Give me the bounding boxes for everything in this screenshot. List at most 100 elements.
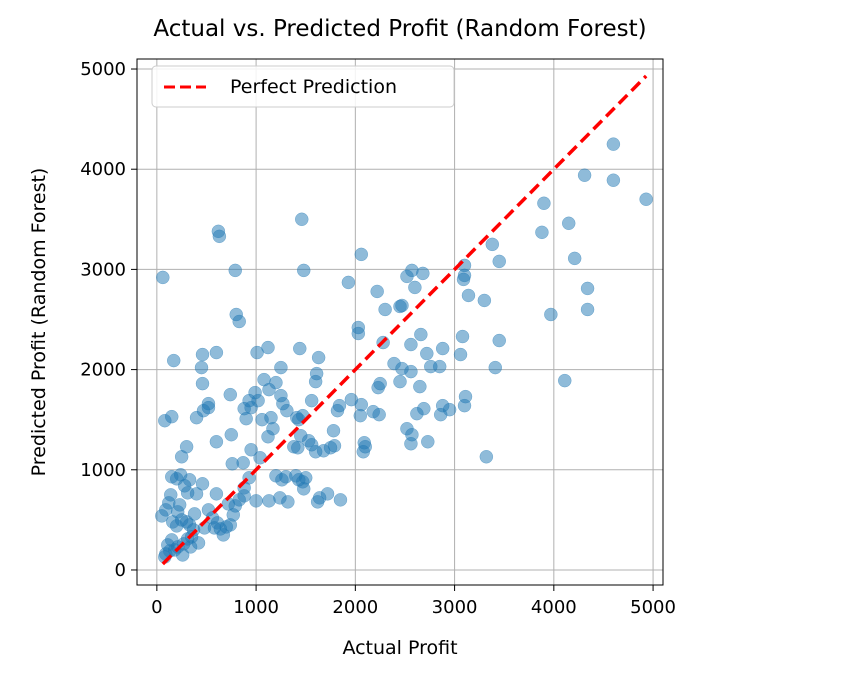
data-point: [310, 495, 325, 509]
data-point: [395, 298, 409, 313]
data-point: [341, 275, 356, 290]
x-tick-label: 4000: [531, 597, 577, 618]
data-point: [209, 434, 224, 449]
data-point: [332, 398, 347, 413]
data-point: [191, 536, 206, 550]
x-axis-label: Actual Profit: [342, 637, 457, 659]
data-points: [155, 137, 653, 564]
data-point: [187, 507, 202, 521]
data-point: [544, 307, 558, 322]
data-point: [358, 439, 373, 454]
data-point: [311, 350, 326, 365]
reference-line-layer: [161, 74, 648, 566]
data-point: [485, 237, 500, 252]
y-tick-label: 0: [115, 560, 126, 581]
y-tick-label: 1000: [80, 460, 126, 481]
data-point: [209, 487, 224, 501]
data-point: [453, 347, 468, 362]
data-point: [561, 216, 576, 231]
data-point: [333, 493, 348, 507]
data-point: [261, 429, 275, 444]
data-point: [223, 387, 238, 402]
data-point: [274, 360, 288, 375]
data-point: [164, 409, 179, 424]
data-point: [156, 270, 170, 285]
data-point: [224, 427, 239, 442]
data-point: [577, 168, 592, 182]
data-point: [207, 521, 222, 535]
data-point: [326, 423, 341, 438]
data-point: [264, 410, 278, 425]
data-point: [417, 401, 431, 416]
data-point: [557, 373, 572, 388]
data-point: [580, 302, 595, 317]
data-point: [155, 509, 169, 523]
data-point: [177, 479, 192, 493]
data-point: [378, 302, 392, 317]
data-point: [457, 398, 472, 413]
data-point: [257, 372, 271, 387]
data-point: [304, 393, 319, 408]
data-point: [291, 440, 305, 455]
data-point: [294, 212, 309, 227]
data-point: [606, 137, 621, 151]
data-point: [492, 254, 506, 269]
data-point: [281, 495, 295, 509]
data-point: [567, 251, 582, 266]
data-point: [479, 450, 494, 464]
chart-title: Actual vs. Predicted Profit (Random Fore…: [153, 16, 646, 42]
data-point: [292, 473, 306, 487]
data-point: [537, 196, 551, 211]
data-point: [420, 346, 434, 361]
data-point: [242, 393, 256, 408]
data-point: [195, 347, 210, 362]
data-point: [370, 284, 384, 299]
data-point: [354, 247, 369, 262]
data-point: [195, 477, 210, 491]
y-tick-label: 5000: [80, 59, 126, 80]
legend-box: [151, 65, 455, 108]
data-point: [461, 288, 476, 303]
data-point: [492, 333, 506, 348]
data-point: [488, 360, 503, 375]
data-point: [308, 374, 323, 389]
data-point: [606, 173, 621, 187]
data-point: [580, 281, 595, 296]
data-point: [280, 403, 294, 418]
data-point: [225, 457, 240, 471]
data-point: [249, 494, 263, 508]
data-point: [232, 314, 246, 329]
data-point: [174, 450, 189, 464]
data-point: [366, 404, 380, 419]
data-point: [408, 280, 422, 295]
y-axis-ticks: 0 1000 2000 3000 4000 5000: [80, 59, 137, 581]
data-point: [194, 360, 209, 375]
data-point: [296, 263, 311, 278]
data-point: [290, 410, 304, 425]
data-point: [535, 225, 549, 240]
data-point: [244, 442, 258, 457]
legend: Perfect Prediction: [151, 65, 455, 108]
data-point: [164, 533, 179, 547]
data-point: [456, 272, 471, 287]
data-point: [170, 505, 185, 519]
x-tick-label: 0: [151, 597, 162, 618]
data-point: [421, 434, 435, 449]
data-point: [477, 293, 492, 308]
data-point: [639, 192, 653, 207]
data-point: [404, 436, 418, 451]
perfect-prediction-line: [161, 74, 648, 566]
plot-frame: [136, 58, 664, 586]
data-point: [228, 263, 243, 278]
data-point: [393, 374, 407, 389]
data-point: [209, 345, 224, 360]
data-point: [353, 408, 368, 423]
data-point: [424, 359, 438, 374]
data-point: [416, 266, 430, 281]
legend-label: Perfect Prediction: [230, 76, 397, 98]
data-point: [435, 341, 450, 356]
data-point: [414, 327, 428, 342]
x-tick-label: 5000: [630, 597, 676, 618]
